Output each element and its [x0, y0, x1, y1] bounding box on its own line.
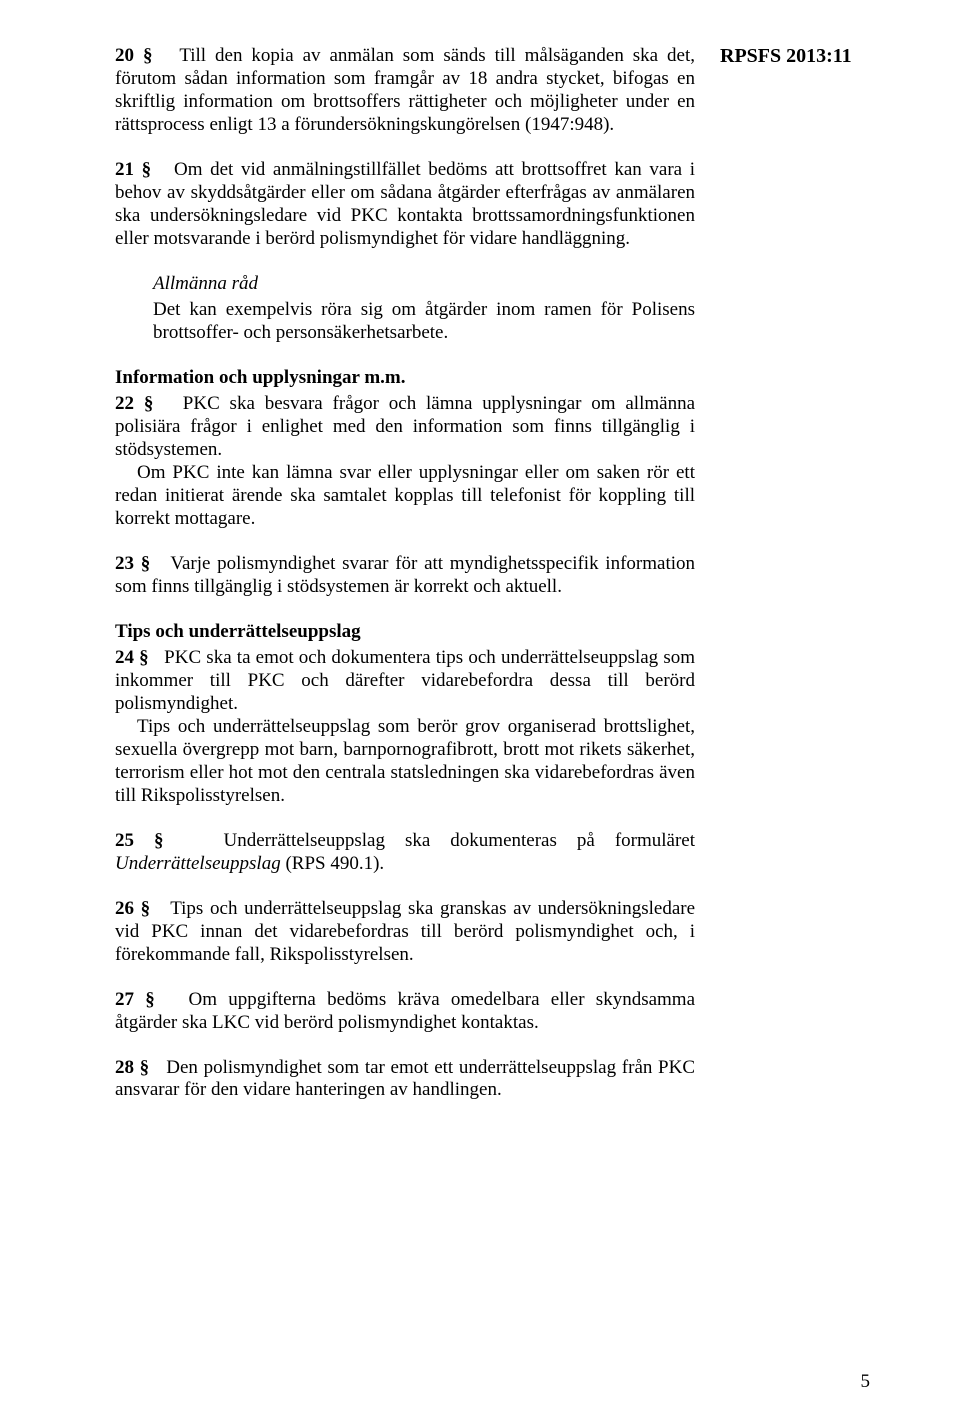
section-25-text: 25 § Underrättelseuppslag ska dokumenter…	[115, 830, 695, 876]
section-27-num: 27 §	[115, 989, 155, 1010]
info-heading: Information och upplysningar m.m.	[115, 367, 695, 389]
section-24: 24 § PKC ska ta emot och dokumentera tip…	[115, 647, 695, 808]
section-22-p2: Om PKC inte kan lämna svar eller upplysn…	[115, 462, 695, 531]
section-24-p2: Tips och underrättelseuppslag som berör …	[115, 716, 695, 808]
section-26-body: Tips och underrättelseuppslag ska gransk…	[115, 898, 695, 965]
section-20: 20 § Till den kopia av anmälan som sänds…	[115, 45, 695, 137]
section-22-num: 22 §	[115, 393, 153, 414]
advice-heading: Allmänna råd	[153, 273, 695, 295]
section-24-body1: PKC ska ta emot och dokumentera tips och…	[115, 647, 695, 714]
section-21-num: 21 §	[115, 159, 151, 180]
section-25-num: 25 §	[115, 830, 164, 851]
section-24-p1: 24 § PKC ska ta emot och dokumentera tip…	[115, 647, 695, 716]
section-21: 21 § Om det vid anmälningstillfället bed…	[115, 159, 695, 251]
section-20-body: Till den kopia av anmälan som sänds till…	[115, 45, 695, 135]
section-27-text: 27 § Om uppgifterna bedöms kräva omedelb…	[115, 989, 695, 1035]
section-24-num: 24 §	[115, 647, 149, 668]
section-20-text: 20 § Till den kopia av anmälan som sänds…	[115, 45, 695, 137]
section-28-text: 28 § Den polismyndighet som tar emot ett…	[115, 1057, 695, 1103]
section-28-body: Den polismyndighet som tar emot ett unde…	[115, 1057, 695, 1101]
main-column: 20 § Till den kopia av anmälan som sänds…	[115, 45, 695, 1102]
section-23-text: 23 § Varje polismyndighet svarar för att…	[115, 553, 695, 599]
advice-text: Det kan exempelvis röra sig om åtgärder …	[153, 299, 695, 345]
section-23: 23 § Varje polismyndighet svarar för att…	[115, 553, 695, 599]
section-22: 22 § PKC ska besvara frågor och lämna up…	[115, 393, 695, 531]
section-25: 25 § Underrättelseuppslag ska dokumenter…	[115, 830, 695, 876]
general-advice: Allmänna råd Det kan exempelvis röra sig…	[115, 273, 695, 345]
section-23-body: Varje polismyndighet svarar för att mynd…	[115, 553, 695, 597]
tips-heading: Tips och underrättelseuppslag	[115, 621, 695, 643]
section-22-p1: 22 § PKC ska besvara frågor och lämna up…	[115, 393, 695, 462]
section-22-body1: PKC ska besvara frågor och lämna upplysn…	[115, 393, 695, 460]
section-26-text: 26 § Tips och underrättelseuppslag ska g…	[115, 898, 695, 967]
document-page: RPSFS 2013:11 20 § Till den kopia av anm…	[0, 0, 960, 1421]
page-number: 5	[861, 1371, 871, 1393]
section-25-italic: Underrättelseuppslag	[115, 853, 281, 874]
section-21-body: Om det vid anmälningstillfället bedöms a…	[115, 159, 695, 249]
section-20-num: 20 §	[115, 45, 152, 66]
section-26-num: 26 §	[115, 898, 150, 919]
section-25-before: Underrättelseuppslag ska dokumenteras på…	[224, 830, 695, 851]
section-21-text: 21 § Om det vid anmälningstillfället bed…	[115, 159, 695, 251]
section-27-body: Om uppgifterna bedöms kräva omedelbara e…	[115, 989, 695, 1033]
section-23-num: 23 §	[115, 553, 150, 574]
section-27: 27 § Om uppgifterna bedöms kräva omedelb…	[115, 989, 695, 1035]
regulation-code: RPSFS 2013:11	[720, 45, 852, 68]
section-26: 26 § Tips och underrättelseuppslag ska g…	[115, 898, 695, 967]
section-28: 28 § Den polismyndighet som tar emot ett…	[115, 1057, 695, 1103]
section-25-after: (RPS 490.1).	[281, 853, 384, 874]
section-28-num: 28 §	[115, 1057, 149, 1078]
